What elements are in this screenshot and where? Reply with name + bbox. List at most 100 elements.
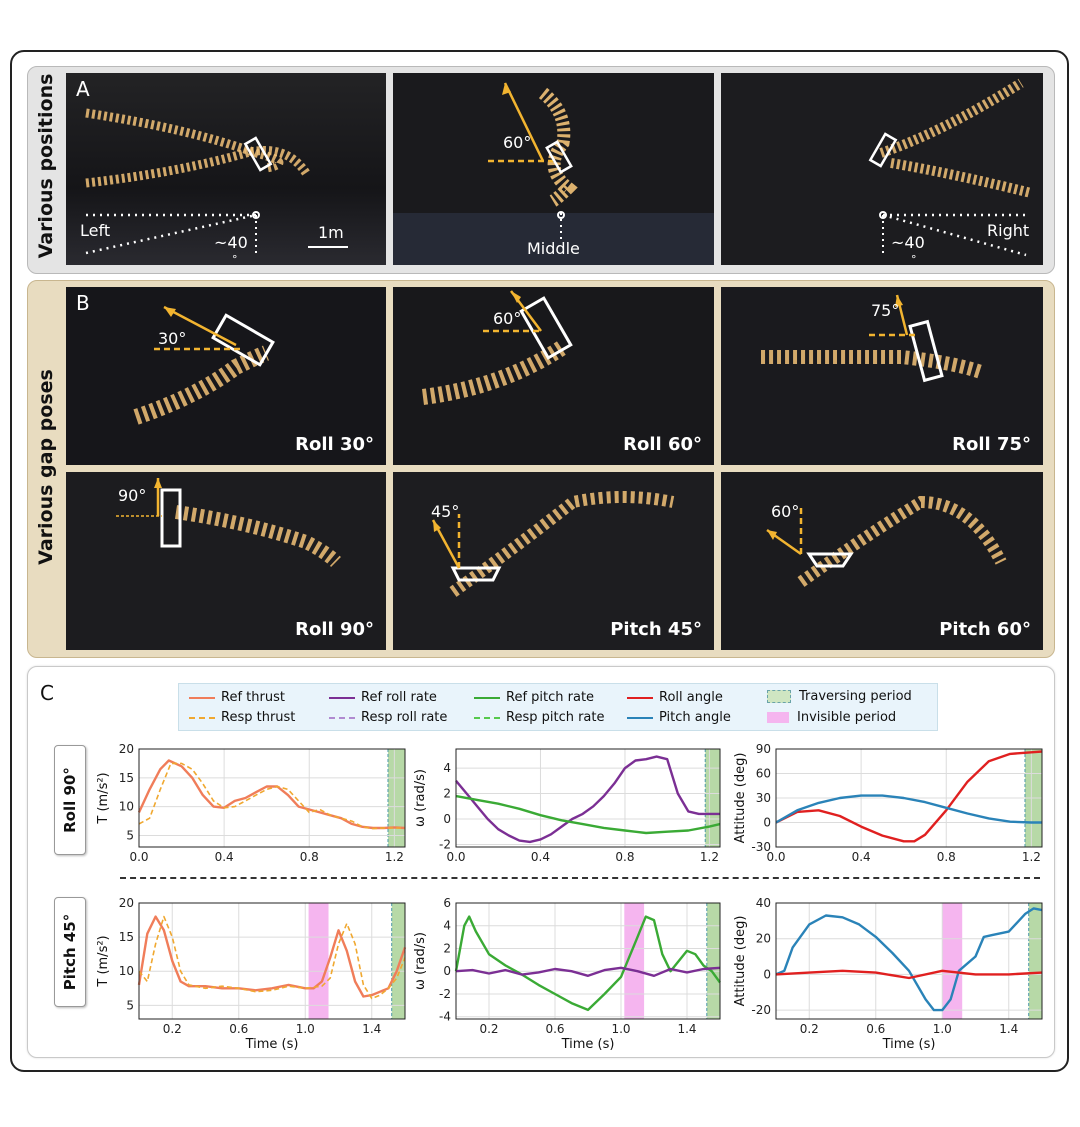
x-tick-label: 1.0 bbox=[933, 1022, 952, 1036]
x-tick-label: 0.8 bbox=[615, 850, 634, 864]
y-axis-label: ω (rad/s) bbox=[413, 932, 428, 990]
y-tick-label: -4 bbox=[439, 1010, 451, 1024]
roll-30-caption: Roll 30° bbox=[295, 434, 374, 455]
legend-ref-roll-rate-label: Ref roll rate bbox=[361, 690, 437, 705]
roll-60-caption: Roll 60° bbox=[623, 434, 702, 455]
y-tick-label: 5 bbox=[126, 998, 134, 1012]
legend-ref-pitch-rate: Ref pitch rate bbox=[474, 690, 594, 705]
y-tick-label: 4 bbox=[443, 919, 451, 933]
x-axis-label: Time (s) bbox=[561, 1037, 615, 1052]
chart-r1_rate: 0.0 0.4 0.8 1.2 -2 0 2 4 ω (rad/s) bbox=[413, 748, 721, 864]
legend-resp-thrust: Resp thrust bbox=[189, 710, 295, 725]
legend-invisible-label: Invisible period bbox=[797, 710, 897, 725]
legend-roll-angle-label: Roll angle bbox=[659, 690, 723, 705]
photo-pitch-60: 60° Pitch 60° bbox=[721, 472, 1043, 650]
left-label: Left bbox=[80, 221, 111, 240]
panel-c: C Ref thrust Resp thrust Ref roll rate R… bbox=[27, 666, 1055, 1058]
panel-b-letter: B bbox=[76, 291, 90, 315]
pitch-45-angle: 45° bbox=[431, 502, 460, 521]
y-axis-label: ω (rad/s) bbox=[413, 769, 428, 827]
y-tick-label: -2 bbox=[439, 987, 451, 1001]
y-tick-label: 40 bbox=[756, 896, 771, 910]
roll-90-caption: Roll 90° bbox=[295, 619, 374, 640]
x-tick-label: 0.4 bbox=[215, 850, 234, 864]
y-tick-label: 15 bbox=[119, 771, 134, 785]
panel-a: Various positions Left ~40 ° 1m A bbox=[27, 66, 1055, 274]
photo-roll-30: 30° Roll 30° B bbox=[66, 287, 386, 465]
plot-frame bbox=[775, 748, 1043, 848]
legend-invisible: Invisible period bbox=[767, 710, 896, 725]
series-resp-thrust bbox=[138, 762, 405, 830]
y-axis-label: Attitude (deg) bbox=[733, 916, 748, 1007]
panel-a-letter: A bbox=[76, 77, 90, 101]
chart-r2_rate: 0.2 0.6 1.0 1.4 -4 -2 0 2 4 6 ω (rad/s) Time (s) bbox=[413, 896, 721, 1052]
series-ref-thrust bbox=[137, 915, 407, 998]
y-tick-label: -2 bbox=[439, 837, 451, 851]
legend-ref-thrust: Ref thrust bbox=[189, 690, 285, 705]
y-tick-label: 20 bbox=[756, 932, 771, 946]
x-tick-label: 0.2 bbox=[163, 1022, 182, 1036]
y-tick-label: 10 bbox=[119, 964, 134, 978]
x-tick-label: 1.2 bbox=[700, 850, 719, 864]
legend-traversing: Traversing period bbox=[767, 689, 912, 704]
photo-pitch-45: 45° Pitch 45° bbox=[393, 472, 714, 650]
x-tick-label: 0.6 bbox=[545, 1022, 564, 1036]
pitch-45-caption: Pitch 45° bbox=[610, 619, 702, 640]
chart-r1_att: 0.0 0.4 0.8 1.2 -30 0 30 60 90 Attitude (deg) bbox=[733, 742, 1043, 864]
traversing-period-band bbox=[1028, 903, 1042, 1019]
photo-left-position: Left ~40 ° 1m A bbox=[66, 73, 386, 265]
legend-resp-roll-rate: Resp roll rate bbox=[329, 710, 447, 725]
chart-r1_thrust: 0.0 0.4 0.8 1.2 5 10 15 20 T (m/s²) bbox=[96, 742, 406, 864]
panel-a-side-label: Various positions bbox=[35, 73, 57, 259]
series-roll-angle bbox=[775, 750, 1043, 843]
photo-roll-90: 90° Roll 90° bbox=[66, 472, 386, 650]
series-ref-roll-rate bbox=[455, 755, 720, 844]
photo-roll-75: 75° Roll 75° bbox=[721, 287, 1043, 465]
left-angle-label: ~40 bbox=[214, 233, 248, 252]
y-tick-label: 5 bbox=[126, 828, 134, 842]
middle-label: Middle bbox=[527, 239, 580, 258]
x-tick-label: 0.4 bbox=[852, 850, 871, 864]
traversing-period-band bbox=[391, 903, 405, 1019]
right-angle-label: ~40 bbox=[891, 233, 925, 252]
y-axis-label: Attitude (deg) bbox=[733, 753, 748, 844]
legend-resp-pitch-rate: Resp pitch rate bbox=[474, 710, 605, 725]
legend-resp-pitch-rate-label: Resp pitch rate bbox=[506, 710, 605, 725]
roll-60-angle: 60° bbox=[493, 309, 522, 328]
x-tick-label: 1.4 bbox=[677, 1022, 696, 1036]
roll-75-angle: 75° bbox=[871, 301, 900, 320]
plot-frame bbox=[455, 748, 721, 848]
series-pitch-angle bbox=[775, 907, 1043, 1012]
roll-75-caption: Roll 75° bbox=[952, 434, 1031, 455]
x-tick-label: 0.6 bbox=[229, 1022, 248, 1036]
plot-frame bbox=[775, 902, 1043, 1020]
pitch-60-caption: Pitch 60° bbox=[939, 619, 1031, 640]
y-tick-label: 20 bbox=[119, 896, 134, 910]
x-tick-label: 1.0 bbox=[296, 1022, 315, 1036]
y-tick-label: -20 bbox=[751, 1003, 771, 1017]
legend-ref-roll-rate: Ref roll rate bbox=[329, 690, 437, 705]
x-tick-label: 0.8 bbox=[300, 850, 319, 864]
roll-90-angle: 90° bbox=[118, 486, 147, 505]
y-tick-label: 0 bbox=[443, 812, 451, 826]
y-tick-label: -30 bbox=[751, 840, 771, 854]
row-tag-pitch-45: Pitch 45° bbox=[54, 897, 86, 1007]
panel-b-side-label: Various gap poses bbox=[35, 369, 57, 565]
right-degree-mark: ° bbox=[911, 253, 917, 265]
right-label: Right bbox=[987, 221, 1030, 240]
series-ref-thrust bbox=[137, 759, 406, 830]
row-tag-roll-90: Roll 90° bbox=[54, 745, 86, 855]
y-tick-label: 6 bbox=[443, 896, 451, 910]
traversing-period-band bbox=[705, 749, 720, 847]
series-ref-roll-rate bbox=[455, 966, 721, 977]
panel-c-letter: C bbox=[40, 681, 54, 705]
legend-ref-thrust-label: Ref thrust bbox=[221, 690, 285, 705]
series-resp-thrust bbox=[138, 915, 406, 1000]
x-tick-label: 0.6 bbox=[866, 1022, 885, 1036]
legend: Ref thrust Resp thrust Ref roll rate Res… bbox=[178, 683, 938, 731]
y-tick-label: 4 bbox=[443, 761, 451, 775]
y-tick-label: 0 bbox=[443, 964, 451, 978]
x-tick-label: 0.0 bbox=[766, 850, 785, 864]
y-tick-label: 2 bbox=[443, 941, 451, 955]
